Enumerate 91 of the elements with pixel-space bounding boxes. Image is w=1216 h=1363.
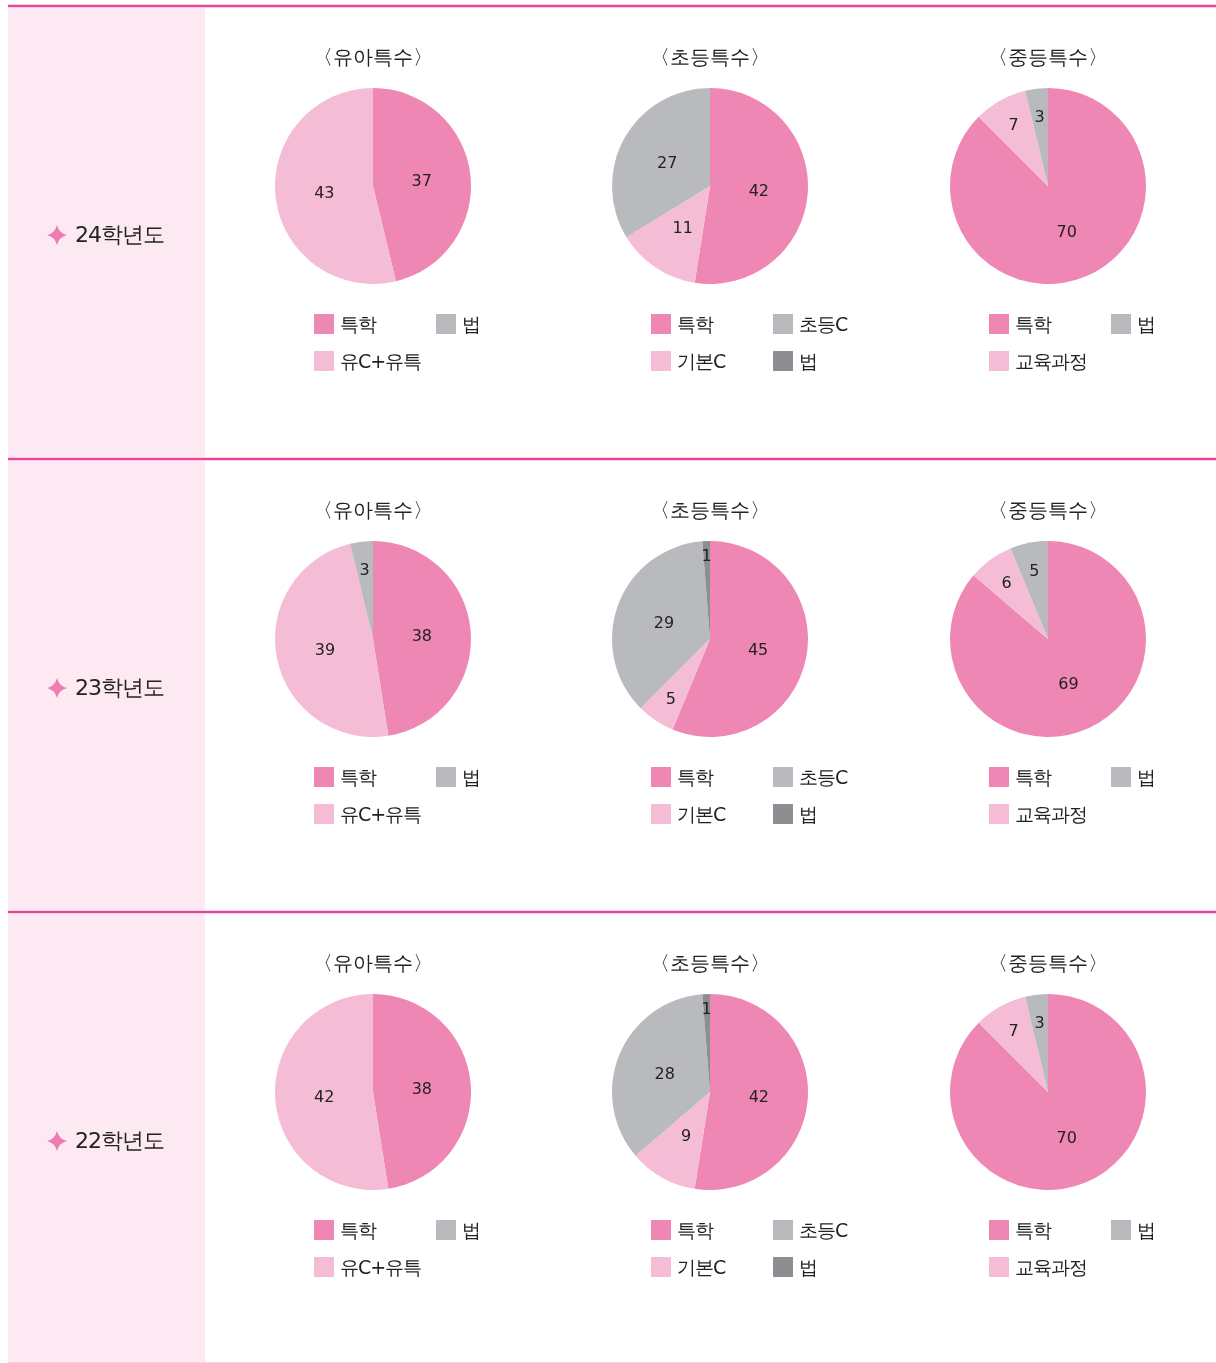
pie-slice [694,994,808,1190]
legend-label: 초등C [799,766,848,788]
data-label: 38 [411,626,433,646]
data-label: 5 [1029,560,1040,580]
legend-label: 법 [462,766,480,788]
data-label: 38 [411,1079,433,1099]
legend-label: 특학 [1015,766,1052,788]
data-label: 3 [1034,1012,1045,1032]
chart-title: 〈중등특수〉 [988,498,1108,522]
pie-slice [612,994,710,1156]
legend-label: 교육과정 [1015,1256,1087,1278]
data-label: 11 [672,217,693,237]
chart-title: 〈초등특수〉 [650,951,770,975]
pie-slice [694,88,808,284]
legend-label: 특학 [340,313,377,335]
data-label: 45 [747,639,769,659]
pie-slice [635,1092,710,1189]
data-label: 42 [748,180,770,200]
pie-slice [275,88,396,284]
data-label: 39 [314,639,336,659]
legend-label: 법 [462,313,480,335]
legend-label: 특학 [1015,1219,1052,1241]
chart-title: 〈중등특수〉 [988,45,1108,69]
legend-label: 교육과정 [1015,803,1087,825]
legend-label: 특학 [677,766,714,788]
pie-slice [275,543,389,737]
data-label: 6 [1001,572,1012,592]
chart-title: 〈초등특수〉 [650,45,770,69]
legend-label: 유C+유특 [340,1256,422,1278]
legend-label: 유C+유특 [340,350,422,372]
legend-label: 법 [1137,1219,1155,1241]
data-label: 70 [1056,1128,1077,1148]
text: 23학년도 [75,675,164,700]
text: 22학년도 [75,1128,164,1153]
legend-label: 특학 [1015,313,1052,335]
pie-slice [978,90,1048,186]
data-label: 69 [1058,674,1079,694]
legend-label: 기본C [677,1256,726,1278]
legend-label: 법 [1137,766,1155,788]
data-label: 42 [313,1086,335,1106]
pie-slice [950,994,1146,1190]
data-label: 43 [314,182,335,202]
data-label: 27 [657,153,678,173]
pie-slice [275,994,389,1190]
chart-title: 〈유아특수〉 [313,498,433,522]
legend-label: 기본C [677,350,726,372]
pie-slice [612,88,710,238]
legend-label: 법 [799,350,817,372]
legend-label: 유C+유특 [340,803,422,825]
legend-label: 초등C [799,313,848,335]
chart-title: 〈유아특수〉 [313,951,433,975]
text: 24학년도 [75,222,164,247]
legend-label: 특학 [677,1219,714,1241]
data-label: 5 [665,688,676,708]
legend-label: 기본C [677,803,726,825]
pie-slice [373,994,471,1189]
legend-label: 법 [462,1219,480,1241]
legend-label: 교육과정 [1015,350,1087,372]
data-label: 28 [654,1064,675,1084]
data-label: 9 [680,1125,692,1145]
legend-label: 법 [1137,313,1155,335]
pie-slice [1025,994,1048,1092]
legend-label: 특학 [340,766,377,788]
pie-slice [950,541,1146,737]
pie-slice [1010,541,1048,639]
legend-label: 초등C [799,1219,848,1241]
pie-slice [612,541,710,709]
pie-slice [978,996,1048,1092]
legend-label: 특학 [677,313,714,335]
data-label: 7 [1008,1021,1019,1041]
data-label: 70 [1056,222,1077,242]
pie-slice [373,541,471,736]
legend-label: 특학 [340,1219,377,1241]
data-label: 3 [1034,106,1045,126]
data-label: 7 [1008,115,1019,135]
data-label: 42 [748,1086,770,1106]
legend-label: 법 [799,803,817,825]
pie-slice [373,88,471,282]
pie-slice [950,88,1146,284]
pie-slice [973,548,1048,639]
pie-slice [350,541,373,639]
data-label: 29 [653,613,675,633]
data-label: 37 [411,171,432,191]
pie-slice [626,186,710,283]
chart-title: 〈중등특수〉 [988,951,1108,975]
chart-title: 〈초등특수〉 [650,498,770,522]
legend-label: 법 [799,1256,817,1278]
chart-title: 〈유아특수〉 [313,45,433,69]
data-label: 3 [359,559,370,579]
pie-slice [1025,88,1048,186]
pie-slice [640,639,710,730]
